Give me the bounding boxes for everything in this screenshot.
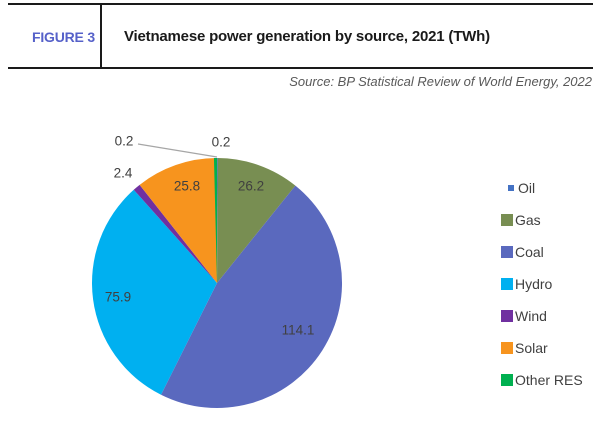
data-label-other-res: 0.2 (115, 134, 134, 149)
legend-swatch-solar (501, 342, 513, 354)
leader-line-other-res (137, 143, 218, 158)
data-label-wind: 2.4 (114, 166, 133, 181)
data-label-gas: 26.2 (238, 179, 264, 194)
pie-slice-solar (139, 158, 217, 283)
legend-item-gas: Gas (501, 204, 583, 236)
legend-item-oil: Oil (501, 172, 583, 204)
legend-item-coal: Coal (501, 236, 583, 268)
legend-label-coal: Coal (515, 244, 544, 260)
data-label-hydro: 75.9 (105, 290, 131, 305)
legend-label-oil: Oil (518, 180, 536, 196)
pie-slice-gas (217, 158, 296, 283)
data-label-oil: 0.2 (212, 135, 231, 150)
pie-slice-oil (217, 157, 218, 283)
legend-swatch-oil (508, 185, 514, 191)
legend-swatch-gas (501, 214, 513, 226)
legend-swatch-other-res (501, 374, 513, 386)
figure-title: Vietnamese power generation by source, 2… (124, 28, 490, 45)
header-top-rule (8, 3, 593, 5)
figure-number-label: FIGURE 3 (32, 29, 95, 45)
legend-swatch-hydro (501, 278, 513, 290)
pie-slice-coal (161, 185, 343, 409)
legend-item-other-res: Other RES (501, 364, 583, 396)
legend-label-gas: Gas (515, 212, 541, 228)
source-attribution: Source: BP Statistical Review of World E… (289, 74, 592, 89)
data-label-solar: 25.8 (174, 179, 200, 194)
header-divider (100, 5, 102, 67)
legend-item-solar: Solar (501, 332, 583, 364)
pie-slice-hydro (91, 189, 217, 395)
chart-legend: Oil Gas Coal Hydro Wind Solar Other RES (501, 172, 583, 396)
data-label-coal: 114.1 (282, 323, 315, 338)
header-bottom-rule (8, 67, 593, 69)
legend-label-other-res: Other RES (515, 372, 583, 388)
legend-label-wind: Wind (515, 308, 547, 324)
legend-swatch-wind (501, 310, 513, 322)
pie-slice-wind (133, 184, 217, 283)
legend-swatch-coal (501, 246, 513, 258)
legend-item-hydro: Hydro (501, 268, 583, 300)
legend-item-wind: Wind (501, 300, 583, 332)
legend-label-solar: Solar (515, 340, 548, 356)
legend-label-hydro: Hydro (515, 276, 553, 292)
pie-slice-other-res (213, 158, 217, 283)
